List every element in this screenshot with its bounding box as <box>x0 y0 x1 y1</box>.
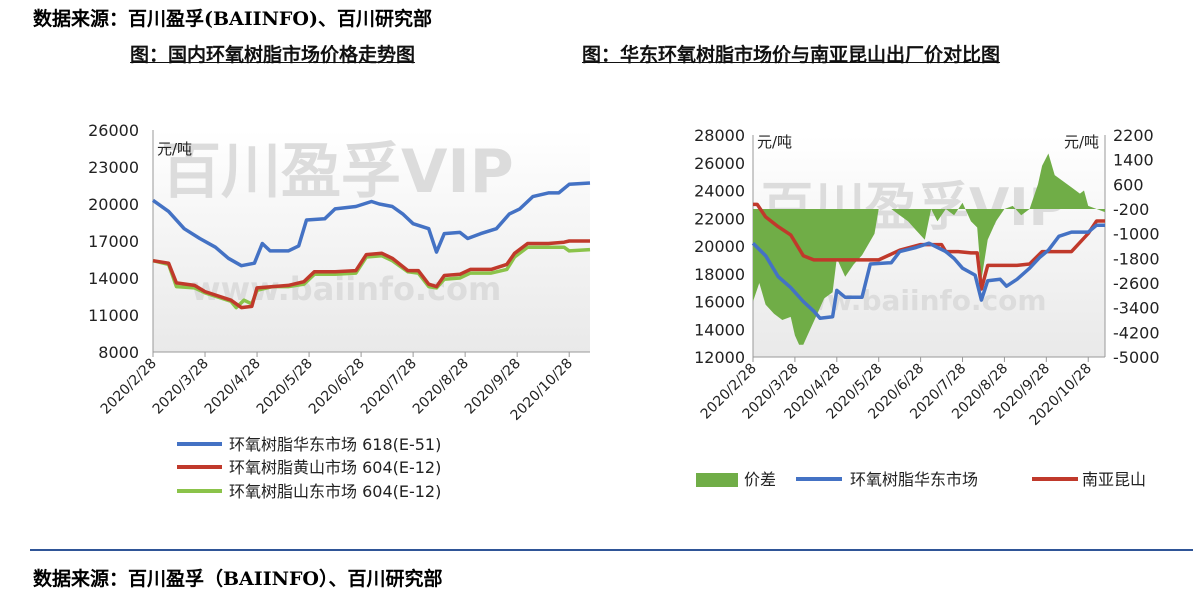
y2-tick-label: 2200 <box>1113 126 1154 145</box>
y-tick-label: 20000 <box>694 237 745 256</box>
series-line <box>152 239 590 310</box>
y-axis-unit: 元/吨 <box>157 140 192 158</box>
y2-tick-label: -200 <box>1113 200 1149 219</box>
y-tick-label: 16000 <box>694 293 745 312</box>
section-divider <box>30 549 1193 551</box>
y-tick-label: 12000 <box>694 348 745 367</box>
legend-label: 环氧树脂山东市场 604(E-12) <box>229 482 441 501</box>
y-tick-label: 17000 <box>88 232 139 251</box>
data-source-top: 数据来源：百川盈孚(BAIINFO)、百川研究部 <box>33 8 432 30</box>
y2-tick-label: -1000 <box>1113 225 1160 244</box>
price-comparison-chart: 百川盈孚VIPwww.baiinfo.com120001400016000180… <box>694 126 1160 489</box>
plot-area <box>153 130 590 352</box>
y-tick-label: 26000 <box>694 154 745 173</box>
y-tick-label: 14000 <box>88 269 139 288</box>
y-tick-label: 24000 <box>694 182 745 201</box>
y-tick-label: 11000 <box>88 306 139 325</box>
y2-tick-label: -2600 <box>1113 274 1160 293</box>
legend-swatch <box>696 473 738 487</box>
y-tick-label: 23000 <box>88 158 139 177</box>
y-axis-unit: 元/吨 <box>757 133 792 151</box>
legend-label: 南亚昆山 <box>1082 470 1146 489</box>
series-line <box>152 245 591 310</box>
legend-label: 环氧树脂华东市场 618(E-51) <box>229 435 441 454</box>
y-tick-label: 28000 <box>694 126 745 145</box>
y2-tick-label: 600 <box>1113 175 1144 194</box>
y2-axis-unit: 元/吨 <box>1064 133 1099 151</box>
y2-tick-label: -5000 <box>1113 348 1160 367</box>
chart-title-left: 图：国内环氧树脂市场价格走势图 <box>130 44 416 66</box>
legend-label: 环氧树脂黄山市场 604(E-12) <box>229 458 441 477</box>
y2-tick-label: 1400 <box>1113 151 1154 170</box>
y-tick-label: 14000 <box>694 320 745 339</box>
watermark-brand: 百川盈孚VIP <box>161 137 514 207</box>
legend-label: 价差 <box>744 470 776 489</box>
y2-tick-label: -4200 <box>1113 323 1160 342</box>
y-tick-label: 22000 <box>694 209 745 228</box>
y2-tick-label: -3400 <box>1113 299 1160 318</box>
series-line <box>751 223 1105 320</box>
data-source-bottom: 数据来源：百川盈孚（BAIINFO）、百川研究部 <box>33 568 443 590</box>
price-trend-chart: 百川盈孚VIPwww.baiinfo.com800011000140001700… <box>88 121 591 501</box>
spread-area <box>753 153 1105 345</box>
y2-tick-label: -1800 <box>1113 249 1160 268</box>
legend-label: 环氧树脂华东市场 <box>850 470 978 489</box>
y-tick-label: 18000 <box>694 265 745 284</box>
y-tick-label: 20000 <box>88 195 139 214</box>
y-tick-label: 26000 <box>88 121 139 140</box>
chart-title-right: 图：华东环氧树脂市场价与南亚昆山出厂价对比图 <box>582 44 1001 66</box>
series-line <box>753 202 1105 291</box>
series-line <box>151 181 591 268</box>
y-tick-label: 8000 <box>98 343 139 362</box>
